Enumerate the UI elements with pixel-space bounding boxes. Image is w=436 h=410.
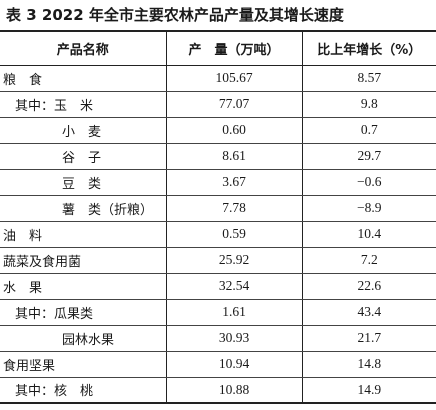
product-name-cell: 油 料 bbox=[0, 221, 166, 248]
table-row: 粮 食 105.67 8.57 bbox=[0, 65, 436, 92]
product-name-cell: 其中：玉 米 bbox=[0, 91, 166, 118]
output-cell: 10.88 bbox=[165, 377, 302, 404]
output-cell: 0.60 bbox=[165, 117, 302, 144]
growth-cell: 10.4 bbox=[301, 221, 436, 248]
growth-cell: 9.8 bbox=[301, 91, 436, 118]
growth-cell: 43.4 bbox=[301, 299, 436, 326]
output-cell: 77.07 bbox=[165, 91, 302, 118]
production-table: 产品名称 产 量（万吨） 比上年增长（%） 粮 食 105.67 8.57 其中：玉 … bbox=[0, 30, 436, 404]
product-name-cell: 小 麦 bbox=[0, 117, 166, 144]
table-row: 其中：瓜果类 1.61 43.4 bbox=[0, 299, 436, 326]
growth-cell: 14.8 bbox=[301, 351, 436, 378]
growth-cell: −8.9 bbox=[301, 195, 436, 222]
table-row: 薯 类（折粮） 7.78 −8.9 bbox=[0, 195, 436, 222]
product-name-cell: 粮 食 bbox=[0, 65, 166, 92]
output-cell: 8.61 bbox=[165, 143, 302, 170]
table-row: 豆 类 3.67 −0.6 bbox=[0, 169, 436, 196]
header-product-name: 产品名称 bbox=[0, 30, 166, 66]
header-row: 产品名称 产 量（万吨） 比上年增长（%） bbox=[0, 30, 436, 66]
growth-cell: 21.7 bbox=[301, 325, 436, 352]
table-row: 园林水果 30.93 21.7 bbox=[0, 325, 436, 352]
output-cell: 32.54 bbox=[165, 273, 302, 300]
table-row: 其中：玉 米 77.07 9.8 bbox=[0, 91, 436, 118]
table-row: 小 麦 0.60 0.7 bbox=[0, 117, 436, 144]
product-name-cell: 谷 子 bbox=[0, 143, 166, 170]
output-cell: 30.93 bbox=[165, 325, 302, 352]
header-growth: 比上年增长（%） bbox=[301, 30, 436, 66]
output-cell: 7.78 bbox=[165, 195, 302, 222]
table-row: 油 料 0.59 10.4 bbox=[0, 221, 436, 248]
growth-cell: 14.9 bbox=[301, 377, 436, 404]
growth-cell: −0.6 bbox=[301, 169, 436, 196]
product-name-cell: 其中：核 桃 bbox=[0, 377, 166, 404]
product-name-cell: 食用坚果 bbox=[0, 351, 166, 378]
product-name-cell: 水 果 bbox=[0, 273, 166, 300]
growth-cell: 0.7 bbox=[301, 117, 436, 144]
product-name-cell: 豆 类 bbox=[0, 169, 166, 196]
output-cell: 0.59 bbox=[165, 221, 302, 248]
product-name-cell: 其中：瓜果类 bbox=[0, 299, 166, 326]
output-cell: 3.67 bbox=[165, 169, 302, 196]
product-name-cell: 薯 类（折粮） bbox=[0, 195, 166, 222]
output-cell: 1.61 bbox=[165, 299, 302, 326]
output-cell: 25.92 bbox=[165, 247, 302, 274]
growth-cell: 8.57 bbox=[301, 65, 436, 92]
table-body: 粮 食 105.67 8.57 其中：玉 米 77.07 9.8 小 麦 0.60 0.7 谷 子… bbox=[0, 65, 436, 404]
table-row: 其中：核 桃 10.88 14.9 bbox=[0, 377, 436, 404]
growth-cell: 29.7 bbox=[301, 143, 436, 170]
output-cell: 105.67 bbox=[165, 65, 302, 92]
table-title: 表 3 2022 年全市主要农林产品产量及其增长速度 bbox=[6, 6, 344, 24]
table-row: 食用坚果 10.94 14.8 bbox=[0, 351, 436, 378]
product-name-cell: 园林水果 bbox=[0, 325, 166, 352]
table-row: 谷 子 8.61 29.7 bbox=[0, 143, 436, 170]
output-cell: 10.94 bbox=[165, 351, 302, 378]
product-name-cell: 蔬菜及食用菌 bbox=[0, 247, 166, 274]
table-row: 蔬菜及食用菌 25.92 7.2 bbox=[0, 247, 436, 274]
table-row: 水 果 32.54 22.6 bbox=[0, 273, 436, 300]
header-output: 产 量（万吨） bbox=[165, 30, 302, 66]
growth-cell: 7.2 bbox=[301, 247, 436, 274]
growth-cell: 22.6 bbox=[301, 273, 436, 300]
